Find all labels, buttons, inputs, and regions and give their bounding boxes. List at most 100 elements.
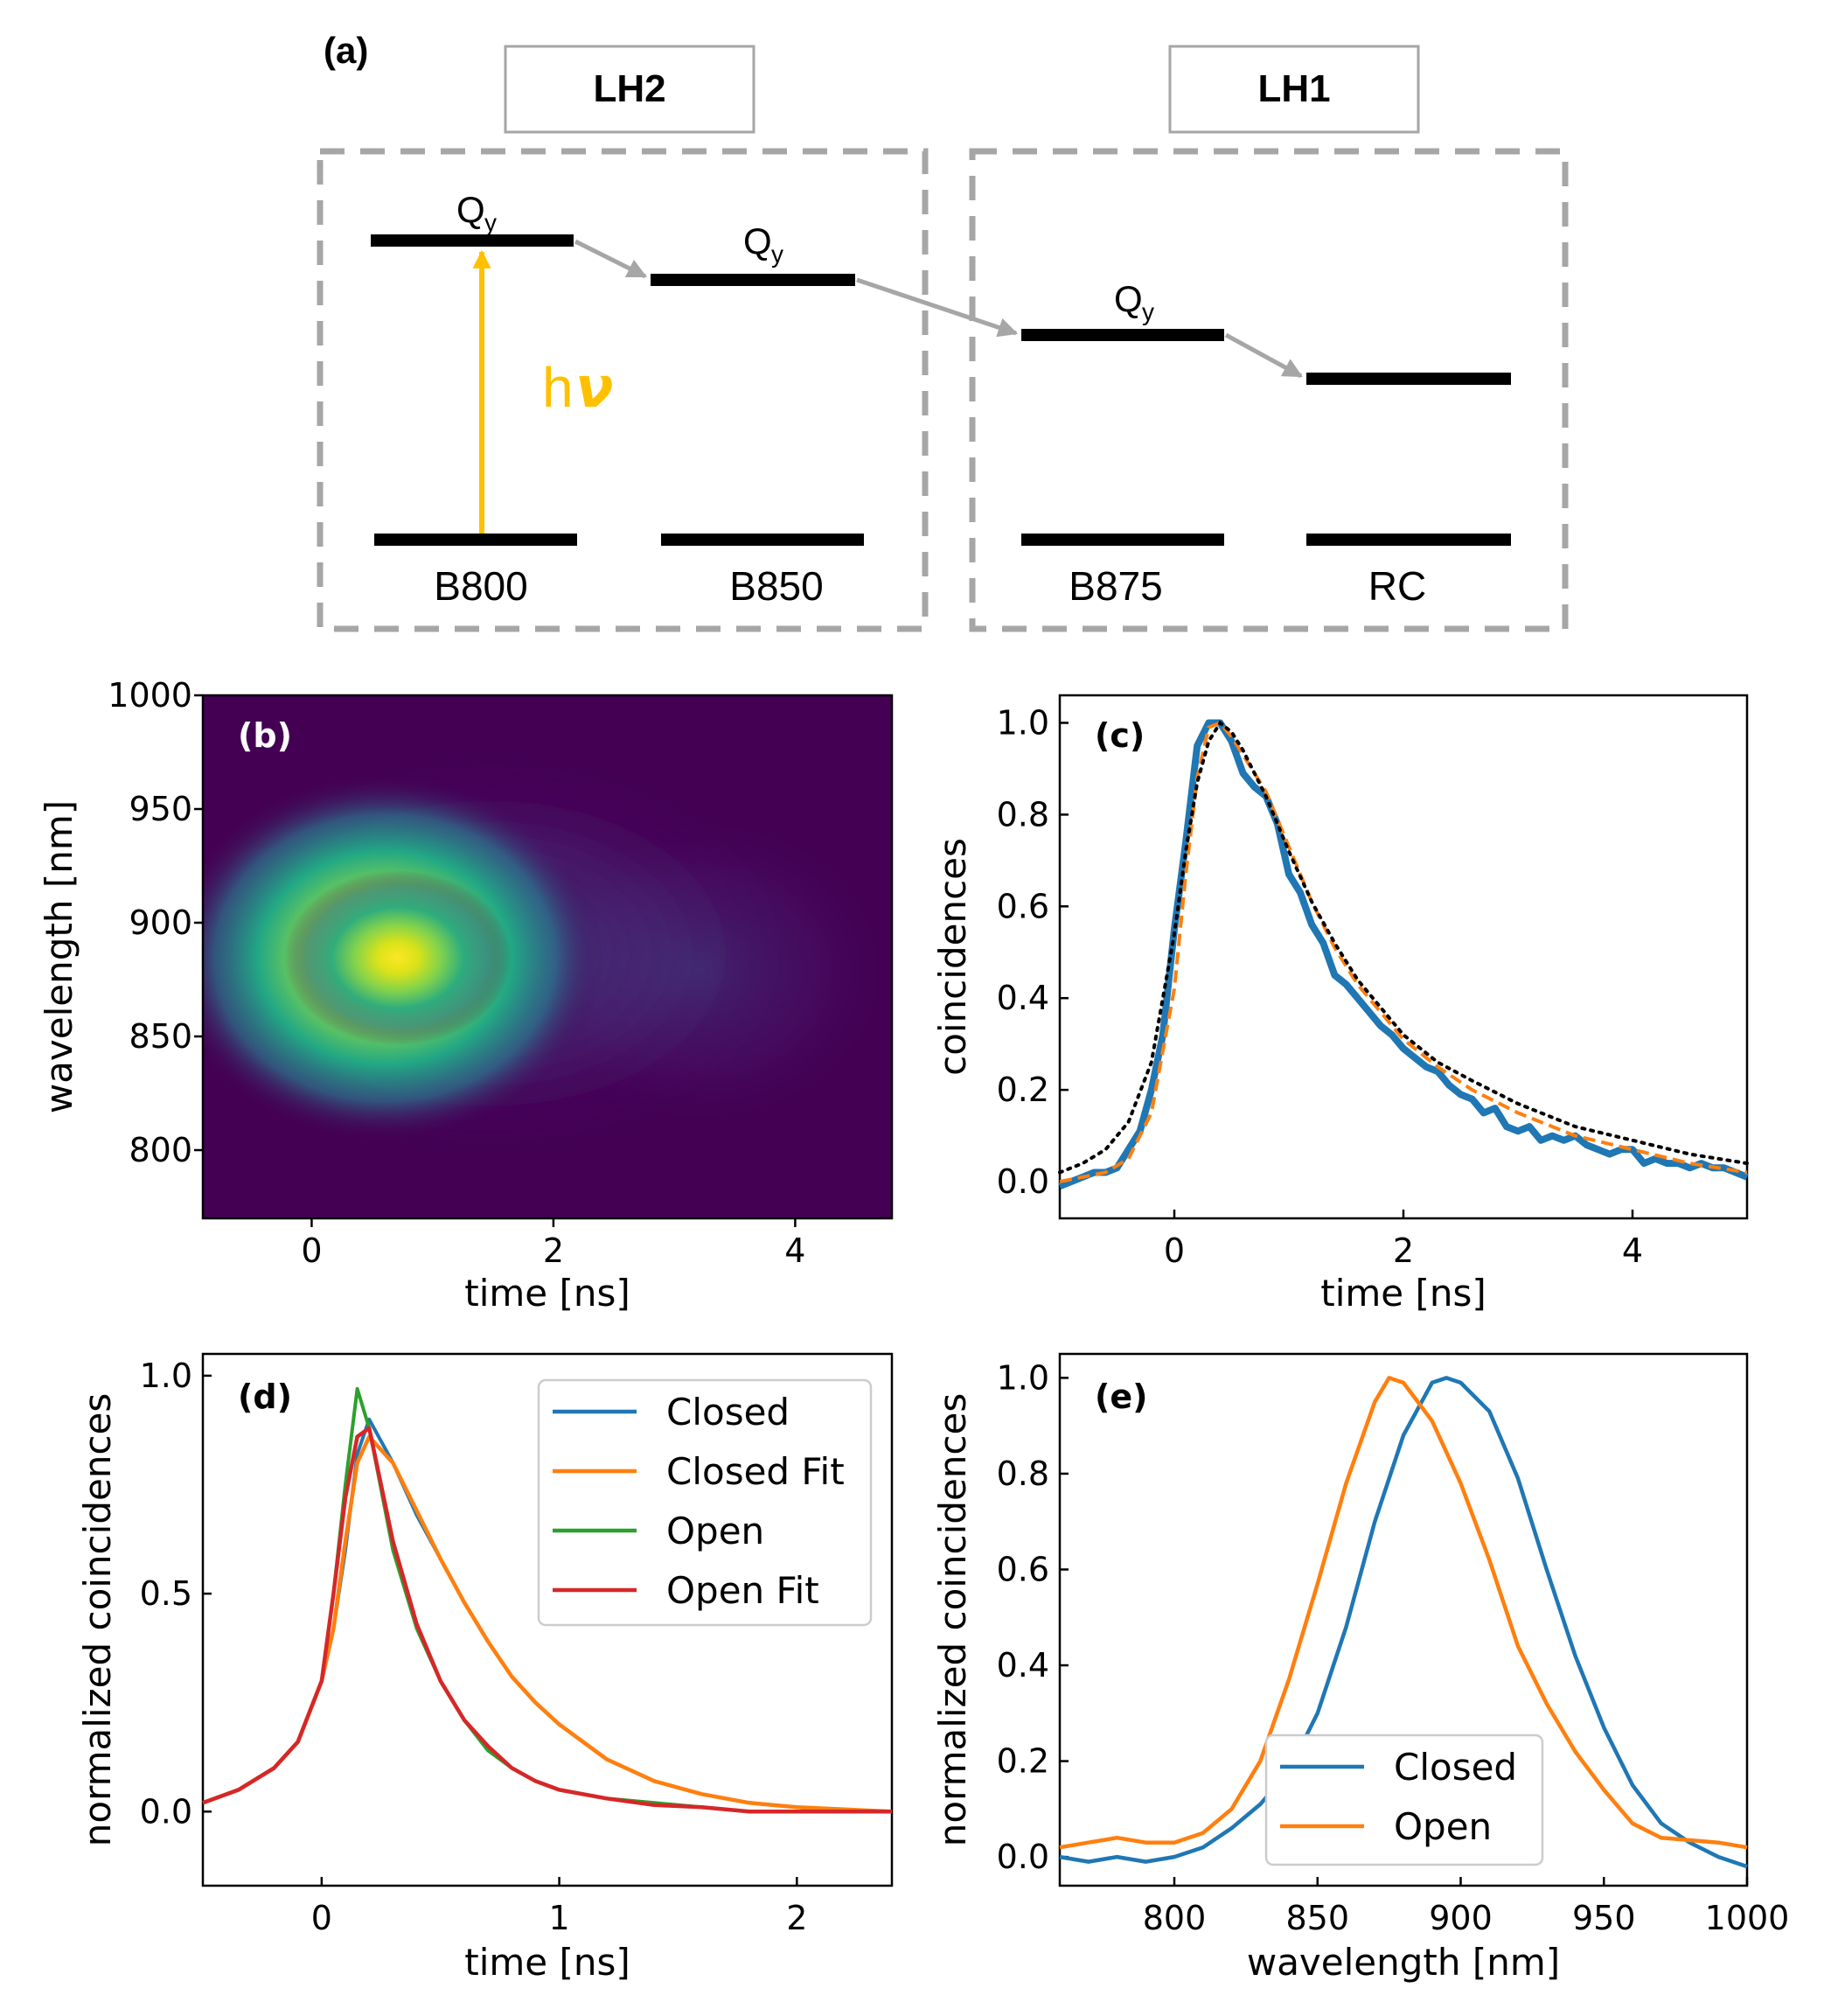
series-line-open (1059, 1376, 1748, 1850)
x-tick-label: 0 (311, 1899, 332, 1937)
x-tick-label: 4 (1622, 1231, 1643, 1270)
y-tick-label: 0.2 (997, 1742, 1049, 1781)
y-tick-label: 0.8 (997, 795, 1049, 834)
svg-text:y: y (484, 209, 497, 236)
panel-d-axes: 0 1 2 0.0 0.5 1.0 (140, 1357, 808, 1937)
heatmap-axes: 0 2 4 800 850 900 950 1000 (108, 676, 805, 1270)
panel-c-frame (1058, 694, 1749, 1220)
y-tick-label: 0.0 (997, 1162, 1049, 1201)
x-tick-label: 850 (1285, 1899, 1349, 1937)
lh1-title-box (1168, 45, 1420, 134)
panel-e-legend: Closed Open (1264, 1733, 1544, 1866)
lh2-title-box (504, 45, 755, 134)
heatmap-panel-b: (b) 0 2 4 800 850 900 950 1000 time [ns] wavele… (38, 676, 894, 1315)
y-tick-label: 0.6 (997, 1550, 1049, 1588)
y-tick-label: 900 (129, 903, 192, 942)
series-line-closed (1059, 1376, 1748, 1869)
x-tick-label: 2 (786, 1899, 807, 1937)
y-tick-label: 0.6 (997, 887, 1049, 925)
panel-c-plot (1058, 719, 1749, 1190)
x-tick-label: 950 (1572, 1899, 1636, 1937)
y-tick-label: 1.0 (997, 1358, 1049, 1397)
series-line-data (1058, 719, 1749, 1190)
x-tick-label: 1 (548, 1899, 569, 1937)
transfer-arrow-b875-rc (1224, 332, 1303, 379)
y-tick-label: 0.0 (997, 1838, 1049, 1876)
legend-entry: Closed Fit (666, 1450, 845, 1493)
x-tick-label: 4 (784, 1231, 805, 1270)
panel-e-frame (1058, 1352, 1749, 1887)
svg-text:y: y (771, 241, 783, 268)
panel-d-xlabel: time [ns] (464, 1941, 630, 1984)
panel-d-plot (202, 1386, 893, 1814)
y-tick-label: 0.4 (997, 979, 1049, 1017)
transfer-arrow-b850-b875 (856, 277, 1019, 338)
panel-e-ylabel: normalized coincidences (931, 1393, 974, 1847)
panel-e-plot (1059, 1376, 1748, 1869)
photon-label: h ν (542, 356, 614, 421)
x-tick-label: 900 (1429, 1899, 1493, 1937)
series-line-fit2 (1058, 720, 1749, 1175)
y-tick-label: 0.4 (997, 1646, 1049, 1685)
legend-entry: Open Fit (666, 1569, 819, 1612)
y-tick-label: 0.0 (140, 1792, 192, 1831)
panel-b-label: (b) (238, 716, 292, 755)
y-tick-label: 1.0 (140, 1357, 192, 1395)
y-tick-label: 800 (129, 1131, 192, 1169)
series-line-fit (1059, 721, 1748, 1183)
lh2-title: LH2 (593, 67, 665, 110)
panel-d-legend: Closed Closed Fit Open Open Fit (537, 1378, 873, 1627)
panel-d-frame (201, 1352, 894, 1887)
qy-label-b850: Q y (743, 220, 783, 268)
panel-c-xlabel: time [ns] (1320, 1272, 1486, 1315)
x-tick-label: 1000 (1705, 1899, 1790, 1937)
legend-entry: Closed (1394, 1746, 1517, 1789)
panel-d-label: (d) (238, 1378, 292, 1416)
svg-text:y: y (1142, 298, 1154, 325)
qy-label-b875: Q y (1114, 278, 1154, 325)
lh2-dashed-box (317, 148, 929, 632)
panel-e-label: (e) (1095, 1378, 1148, 1416)
y-tick-label: 950 (129, 790, 192, 828)
lh1-dashed-box (969, 148, 1569, 632)
x-tick-label: 0 (1164, 1231, 1185, 1270)
legend-entry: Closed (666, 1391, 790, 1434)
y-tick-label: 1.0 (997, 703, 1049, 742)
panel-c-axes: 0 2 4 0.0 0.2 0.4 0.6 0.8 1.0 (997, 703, 1644, 1270)
panel-b-xlabel: time [ns] (464, 1272, 630, 1315)
svg-text:ν: ν (575, 356, 614, 421)
legend-entry: Open (666, 1510, 764, 1552)
panel-c-ylabel: coincidences (931, 838, 974, 1076)
x-tick-label: 2 (1393, 1231, 1414, 1270)
y-tick-label: 850 (129, 1017, 192, 1056)
pigment-label-b850: B850 (729, 563, 823, 609)
legend-box (537, 1378, 873, 1627)
y-tick-label: 0.5 (140, 1574, 192, 1613)
y-tick-label: 0.2 (997, 1071, 1049, 1109)
pigment-label-b800: B800 (434, 563, 527, 609)
lh1-title: LH1 (1257, 67, 1330, 110)
panel-a-label: (a) (324, 30, 368, 71)
x-tick-label: 0 (301, 1231, 322, 1270)
panel-b-ylabel: wavelength [nm] (38, 800, 80, 1113)
decay-panel-d: 0 1 2 0.0 0.5 1.0 (d) Closed Closed Fit Open Ope… (76, 1352, 894, 1984)
transfer-arrow-b800-b850 (574, 239, 648, 279)
svg-text:Q: Q (1114, 278, 1143, 319)
panel-e-axes: 800 850 900 950 1000 0.0 0.2 0.4 0.6 0.8 1.0 (997, 1358, 1790, 1937)
x-tick-label: 800 (1143, 1899, 1207, 1937)
panel-d-ylabel: normalized coincidences (76, 1393, 119, 1847)
qy-label-b800: Q y (456, 189, 497, 236)
svg-text:h: h (542, 356, 574, 419)
spectrum-panel-e: 800 850 900 950 1000 0.0 0.2 0.4 0.6 0.8 1.0 (e) C… (931, 1352, 1790, 1984)
panel-c-label: (c) (1095, 716, 1145, 755)
y-tick-label: 1000 (108, 676, 192, 715)
pigment-label-rc: RC (1368, 563, 1426, 609)
x-tick-label: 2 (543, 1231, 564, 1270)
energy-diagram: (a) LH2 LH1 Q y Q y Q y (317, 30, 1569, 632)
svg-text:Q: Q (743, 220, 772, 262)
series-line-open-fit (202, 1426, 892, 1814)
heatmap-image (203, 695, 892, 1218)
svg-text:Q: Q (456, 189, 485, 230)
legend-entry: Open (1394, 1805, 1492, 1848)
